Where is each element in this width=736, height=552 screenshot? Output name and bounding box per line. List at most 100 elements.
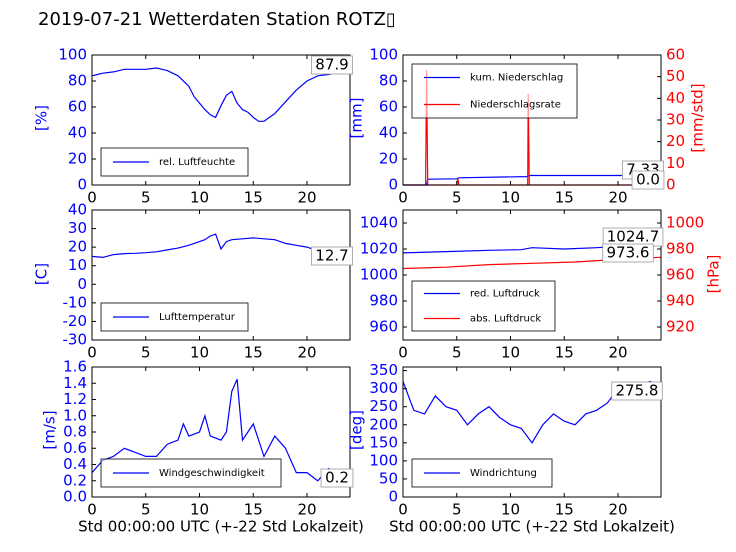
precip-xtick-label: 20 <box>608 189 627 207</box>
wind_speed-ytick-label: 0.8 <box>63 423 87 441</box>
pressure-annotation-box <box>602 243 654 263</box>
humidity-xtick-label: 0 <box>87 189 97 207</box>
precip-ytick2-label: 50 <box>666 67 685 85</box>
wind_speed-ytick-label: 1.4 <box>63 374 87 392</box>
wind_speed-ylabel: [m/s] <box>41 410 59 449</box>
temperature-legend-box <box>100 302 249 332</box>
humidity-ytick-label: 80 <box>68 72 87 90</box>
wind_dir-xtick-label: 15 <box>555 501 574 519</box>
pressure-xtick-label: 5 <box>452 344 462 362</box>
wind_dir-xtick-label: 0 <box>398 501 408 519</box>
precip-legend-label: Niederschlagsrate <box>470 100 561 111</box>
wind_speed-xlabel: Std 00:00:00 UTC (+-22 Std Lokalzeit) <box>78 518 364 536</box>
temperature-ytick-label: 0 <box>77 275 87 293</box>
precip-ytick-label: 20 <box>379 150 398 168</box>
pressure-xtick-label: 15 <box>555 344 574 362</box>
pressure-legend-label: abs. Luftdruck <box>470 314 541 325</box>
wind_dir-ytick-label: 0 <box>388 488 398 506</box>
wind_speed-ytick-label: 0.0 <box>63 488 87 506</box>
wind_speed-ytick-label: 1.6 <box>63 358 87 376</box>
precip-ylabel: [mm] <box>348 98 366 139</box>
pressure-ytick2-label: 980 <box>666 240 695 258</box>
precip-ytick2-label: 60 <box>666 46 685 64</box>
precip-ytick2-label: 0 <box>666 176 676 194</box>
temperature-xtick-label: 5 <box>141 344 151 362</box>
wind_dir-xlabel: Std 00:00:00 UTC (+-22 Std Lokalzeit) <box>389 518 675 536</box>
precip-legend-label: kum. Niederschlag <box>470 73 563 84</box>
wind_speed-ytick-label: 0.6 <box>63 439 87 457</box>
pressure-xtick-label: 0 <box>398 344 408 362</box>
precip-xtick-label: 5 <box>452 189 462 207</box>
temperature-ytick-label: 20 <box>68 238 87 256</box>
temperature-ytick-label: -20 <box>63 312 88 330</box>
temperature-ytick-label: -30 <box>63 331 88 349</box>
wind_dir-ytick-label: 250 <box>369 397 398 415</box>
humidity-ytick-label: 100 <box>58 46 87 64</box>
precip-annotation-box <box>631 170 665 190</box>
humidity-ytick-label: 40 <box>68 124 87 142</box>
pressure-ytick2-label: 920 <box>666 318 695 336</box>
wind_dir-annotation-box <box>611 381 663 401</box>
pressure-ytick2-label: 960 <box>666 266 695 284</box>
wind_speed-ytick-label: 0.2 <box>63 471 87 489</box>
precip-xtick-label: 0 <box>398 189 408 207</box>
pressure-ylabel2: [hPa] <box>705 255 723 294</box>
humidity-xtick-label: 10 <box>190 189 209 207</box>
wind_dir-ytick-label: 50 <box>379 469 398 487</box>
precip-ytick-label: 0 <box>388 176 398 194</box>
humidity-plot-frame <box>91 54 351 186</box>
wind_speed-xtick-label: 20 <box>297 501 316 519</box>
wind_dir-xtick-label: 20 <box>608 501 627 519</box>
humidity-annotation-box <box>310 55 353 75</box>
humidity-annotation-label: 87.9 <box>315 56 348 74</box>
temperature-ytick-label: 40 <box>68 201 87 219</box>
humidity-series-line-0 <box>91 67 351 122</box>
wind_dir-ytick-label: 350 <box>369 361 398 379</box>
pressure-annotation-label: 973.6 <box>607 244 650 262</box>
temperature-xtick-label: 10 <box>190 344 209 362</box>
temperature-legend-label: Lufttemperatur <box>159 312 236 323</box>
wind_speed-xtick-label: 0 <box>87 501 97 519</box>
wind_speed-annotation-box <box>320 468 354 488</box>
pressure-ytick-label: 1000 <box>360 266 398 284</box>
wind_dir-ytick-label: 150 <box>369 433 398 451</box>
wind_speed-ytick-label: 1.0 <box>63 406 87 424</box>
pressure-legend-box <box>411 280 556 332</box>
precip-legend-box <box>411 63 578 119</box>
precip-ytick2-label: 30 <box>666 111 685 129</box>
temperature-ytick-label: -10 <box>63 293 88 311</box>
wind_dir-plot-frame <box>402 366 662 498</box>
wind_dir-annotation-label: 275.8 <box>616 382 659 400</box>
precip-xtick-label: 10 <box>501 189 520 207</box>
temperature-ytick-label: 10 <box>68 256 87 274</box>
pressure-ytick-label: 980 <box>369 292 398 310</box>
pressure-ytick-label: 1020 <box>360 240 398 258</box>
precip-ytick2-label: 10 <box>666 154 685 172</box>
temperature-xtick-label: 15 <box>244 344 263 362</box>
wind_speed-legend-label: Windgeschwindigkeit <box>159 468 265 479</box>
wind_speed-ytick-label: 0.4 <box>63 455 87 473</box>
pressure-legend-label: red. Luftdruck <box>470 289 540 300</box>
precip-ytick2-label: 40 <box>666 89 685 107</box>
temperature-ylabel: [C] <box>33 263 51 285</box>
wind_dir-ytick-label: 100 <box>369 451 398 469</box>
wind_dir-legend-label: Windrichtung <box>470 468 537 479</box>
temperature-xtick-label: 20 <box>297 344 316 362</box>
humidity-legend-label: rel. Luftfeuchte <box>159 157 235 168</box>
pressure-ytick2-label: 1000 <box>666 214 704 232</box>
pressure-ytick-label: 1040 <box>360 214 398 232</box>
precip-ytick-label: 40 <box>379 124 398 142</box>
precip-series-line-0 <box>403 174 661 186</box>
temperature-annotation-box <box>310 246 353 266</box>
pressure-ytick2-label: 940 <box>666 292 695 310</box>
humidity-ytick-label: 0 <box>77 176 87 194</box>
precip-ytick-label: 60 <box>379 98 398 116</box>
temperature-xtick-label: 0 <box>87 344 97 362</box>
temperature-series-line-0 <box>91 233 351 262</box>
precip-xtick-label: 15 <box>555 189 574 207</box>
wind_speed-annotation-label: 0.2 <box>325 469 349 487</box>
humidity-xtick-label: 5 <box>141 189 151 207</box>
humidity-xtick-label: 20 <box>297 189 316 207</box>
precip-ytick2-label: 20 <box>666 132 685 150</box>
